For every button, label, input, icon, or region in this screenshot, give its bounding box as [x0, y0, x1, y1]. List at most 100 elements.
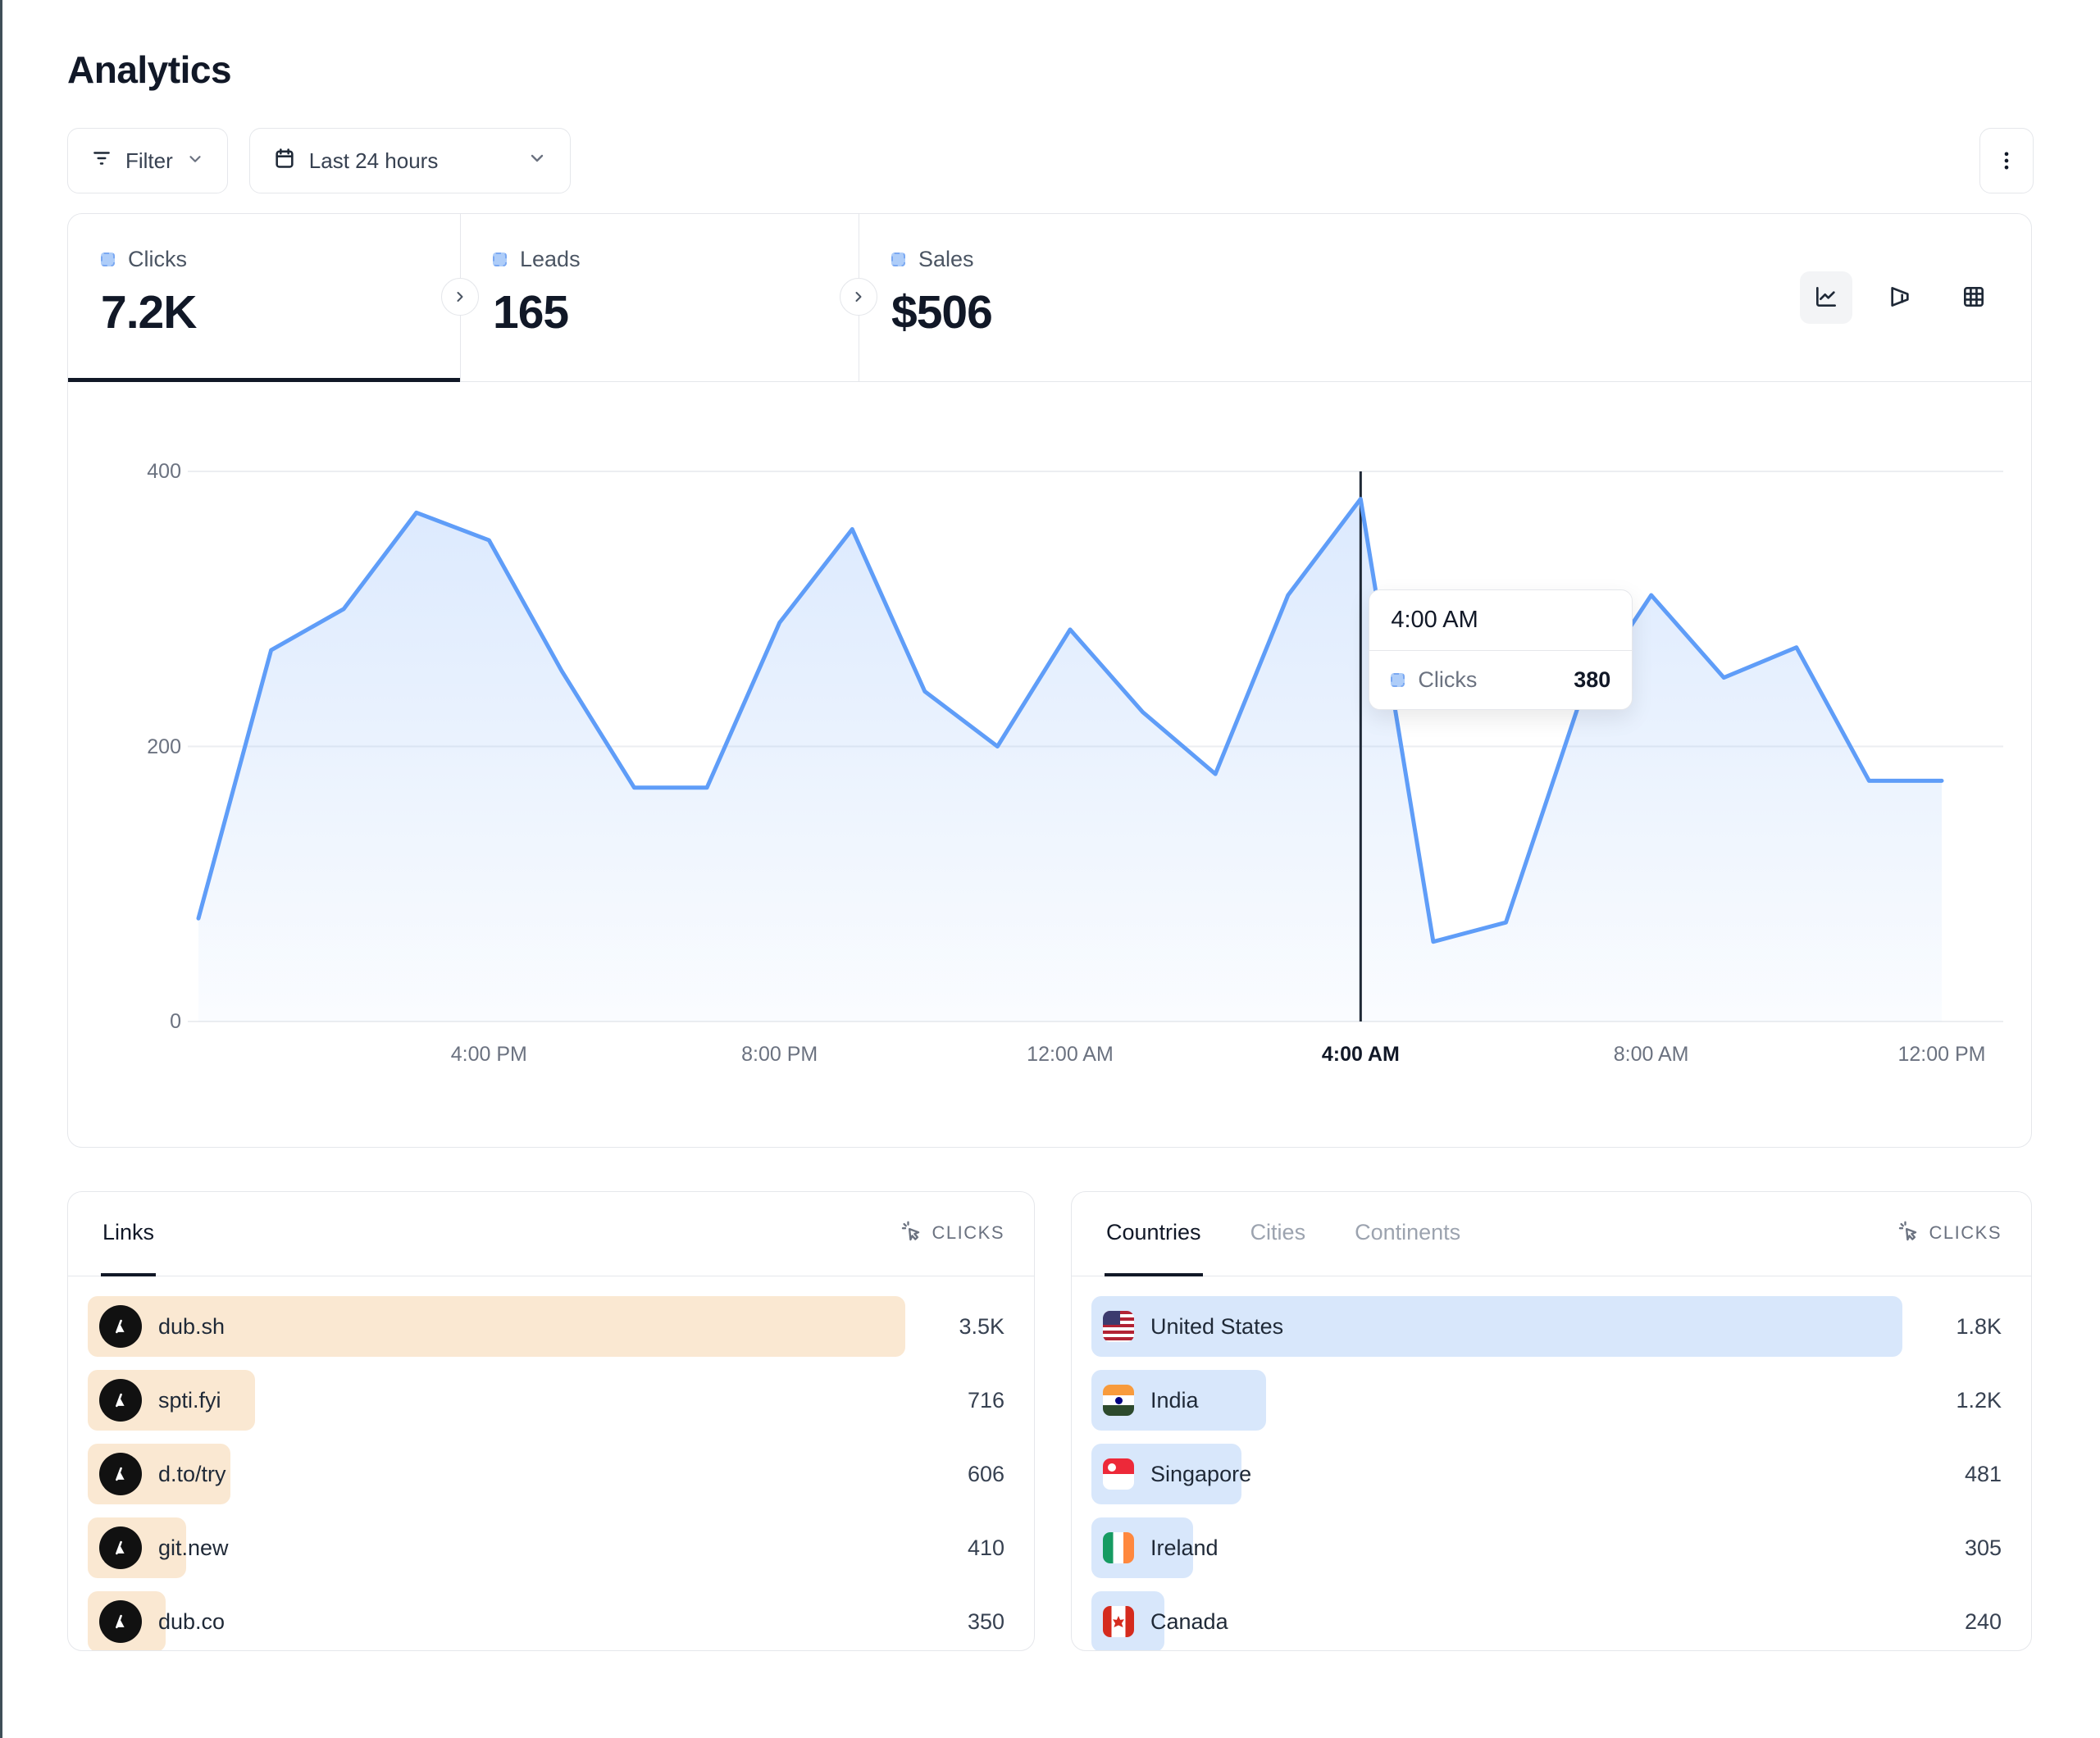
tab-continents[interactable]: Continents	[1355, 1220, 1461, 1244]
link-row[interactable]: d.to/try 606	[88, 1444, 1004, 1504]
y-axis-label: 0	[170, 1010, 181, 1033]
link-clicks-value: 410	[967, 1535, 1004, 1560]
filter-icon	[91, 148, 112, 175]
country-row[interactable]: India 1.2K	[1091, 1370, 2002, 1431]
country-label: Ireland	[1150, 1535, 1219, 1560]
country-row[interactable]: United States 1.8K	[1091, 1296, 2002, 1357]
link-clicks-value: 716	[967, 1387, 1004, 1413]
stat-label: Sales	[918, 247, 974, 271]
link-clicks-value: 606	[967, 1461, 1004, 1486]
table-icon	[1961, 284, 1987, 312]
more-options-button[interactable]	[1979, 128, 2034, 193]
dub-logo-icon	[99, 1379, 142, 1422]
link-label: dub.co	[158, 1608, 225, 1634]
dub-logo-icon	[99, 1305, 142, 1348]
dub-logo-icon	[99, 1453, 142, 1495]
link-label: dub.sh	[158, 1313, 225, 1339]
country-row[interactable]: Ireland 305	[1091, 1517, 2002, 1578]
stats-tabs-row: Clicks 7.2K Leads 165 Sales $506	[68, 214, 2031, 382]
bar-spti.fyi: spti.fyi	[88, 1370, 256, 1431]
y-axis-label: 200	[147, 735, 181, 758]
bar-d.to/try: d.to/try	[88, 1444, 231, 1504]
date-range-label: Last 24 hours	[308, 148, 439, 173]
link-row[interactable]: spti.fyi 716	[88, 1370, 1004, 1431]
dub-logo-icon	[99, 1600, 142, 1643]
view-toggle-table[interactable]	[1947, 271, 2000, 324]
bar-United States: United States	[1091, 1296, 1902, 1357]
cursor-click-icon	[1897, 1219, 1920, 1246]
expand-stat-button[interactable]	[441, 278, 479, 316]
clicks-series-line	[196, 497, 1944, 944]
tab-cities[interactable]: Cities	[1250, 1220, 1306, 1244]
tab-links[interactable]: Links	[101, 1220, 157, 1276]
flag-ie-icon	[1103, 1532, 1134, 1563]
toolbar: Filter Last 24 hours	[67, 128, 2034, 193]
country-clicks-value: 305	[1964, 1535, 2002, 1560]
bar-git.new: git.new	[88, 1517, 229, 1578]
link-clicks-value: 350	[967, 1608, 1004, 1634]
x-axis-label: 4:00 PM	[450, 1043, 527, 1066]
tooltip-value: 380	[1574, 667, 1611, 692]
y-axis-label: 400	[147, 460, 181, 483]
country-label: United States	[1150, 1313, 1284, 1339]
link-row[interactable]: dub.sh 3.5K	[88, 1296, 1004, 1357]
country-clicks-value: 481	[1964, 1461, 2002, 1486]
links-metric-selector[interactable]: CLICKS	[900, 1219, 1004, 1276]
tooltip-time: 4:00 AM	[1391, 607, 1478, 633]
date-range-button[interactable]: Last 24 hours	[248, 128, 571, 193]
clicks-area-chart-svg[interactable]	[68, 382, 2031, 1147]
chevron-down-icon	[186, 148, 204, 174]
breakdown-panels: Links CLICKS dub.sh 3.5K spti.fyi 716 d.to/t…	[67, 1191, 2034, 1651]
stat-tab-leads[interactable]: Leads 165	[460, 214, 859, 381]
stat-value: 165	[493, 286, 569, 339]
countries-panel: Countries Cities Continents CLICKS United …	[1071, 1191, 2032, 1651]
dub-logo-icon	[99, 1526, 142, 1569]
line-chart-icon	[1813, 284, 1839, 312]
countries-metric-selector[interactable]: CLICKS	[1897, 1219, 2002, 1276]
stat-label: Clicks	[128, 247, 187, 271]
x-axis-label: 12:00 AM	[1027, 1043, 1114, 1066]
link-clicks-value: 3.5K	[959, 1313, 1004, 1339]
country-row[interactable]: Singapore 481	[1091, 1444, 2002, 1504]
countries-metric-label: CLICKS	[1929, 1222, 2002, 1243]
stat-legend-swatch	[101, 253, 115, 266]
country-row[interactable]: Canada 240	[1091, 1591, 2002, 1650]
link-row[interactable]: dub.co 350	[88, 1591, 1004, 1650]
link-label: spti.fyi	[158, 1387, 221, 1413]
analytics-chart-card: Clicks 7.2K Leads 165 Sales $506 4:00 AM Clic…	[67, 213, 2032, 1148]
clicks-chart[interactable]: 4:00 AM Clicks 380 0 200 400 4:00 PM 8:00 PM…	[68, 382, 2031, 1147]
stat-value: $506	[891, 286, 993, 339]
link-label: d.to/try	[158, 1461, 226, 1486]
view-toggle-funnel-chart[interactable]	[1874, 271, 1926, 324]
flag-in-icon	[1103, 1385, 1134, 1416]
links-metric-label: CLICKS	[932, 1222, 1004, 1243]
tooltip-series-label: Clicks	[1418, 667, 1478, 692]
stat-label: Leads	[520, 247, 581, 271]
bar-dub.co: dub.co	[88, 1591, 225, 1650]
stat-legend-swatch	[891, 253, 905, 266]
stat-tab-sales[interactable]: Sales $506	[859, 214, 1257, 381]
expand-stat-button[interactable]	[840, 278, 877, 316]
bar-Ireland: Ireland	[1091, 1517, 1219, 1578]
stat-tab-clicks[interactable]: Clicks 7.2K	[68, 214, 460, 381]
page-title: Analytics	[67, 48, 232, 91]
x-axis-label: 4:00 AM	[1321, 1043, 1400, 1066]
link-row[interactable]: git.new 410	[88, 1517, 1004, 1578]
stat-legend-swatch	[493, 253, 507, 266]
flag-us-icon	[1103, 1311, 1134, 1342]
view-toggle-line-chart[interactable]	[1800, 271, 1852, 324]
bar-dub.sh: dub.sh	[88, 1296, 905, 1357]
link-label: git.new	[158, 1535, 229, 1560]
country-clicks-value: 240	[1964, 1608, 2002, 1634]
filter-button[interactable]: Filter	[67, 128, 228, 193]
stat-value: 7.2K	[101, 286, 197, 339]
flag-ca-icon	[1103, 1606, 1134, 1637]
tab-countries[interactable]: Countries	[1105, 1220, 1203, 1276]
kebab-menu-icon	[1995, 149, 2018, 172]
country-label: Singapore	[1150, 1461, 1252, 1486]
x-axis-label: 12:00 PM	[1897, 1043, 1986, 1066]
x-axis-label: 8:00 AM	[1613, 1043, 1689, 1066]
funnel-chart-icon	[1887, 284, 1913, 312]
calendar-icon	[273, 147, 296, 175]
